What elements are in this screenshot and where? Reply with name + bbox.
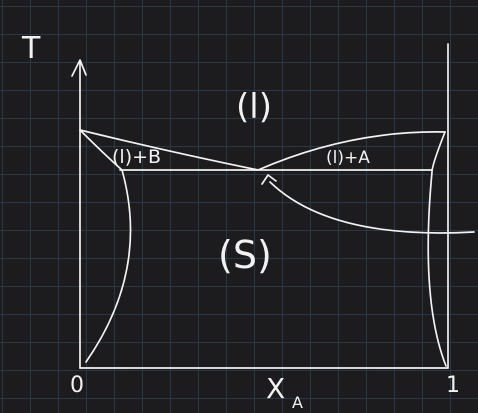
x-axis-min-label: 0 — [70, 373, 84, 398]
x-axis-max-label: 1 — [446, 373, 460, 398]
liquidus-curve-right — [257, 131, 446, 171]
x-axis-label-subscript: A — [292, 393, 303, 412]
region-label-liquid-plus-b: (l)+B — [112, 146, 161, 168]
solidus-curve-right — [427, 131, 447, 367]
y-axis-label: T — [21, 31, 41, 66]
eutectic-pointer-arrowhead-icon — [261, 174, 277, 185]
region-label-liquid: (l) — [236, 87, 272, 127]
region-label-solid: (S) — [218, 233, 272, 277]
solidus-curve-left — [79, 129, 132, 363]
x-axis-label: X — [266, 372, 285, 405]
liquidus-curve-left — [79, 129, 259, 171]
y-axis-arrow-icon — [71, 59, 87, 77]
eutectic-pointer-arrow — [269, 181, 475, 234]
region-label-liquid-plus-a: (l)+A — [326, 148, 370, 168]
